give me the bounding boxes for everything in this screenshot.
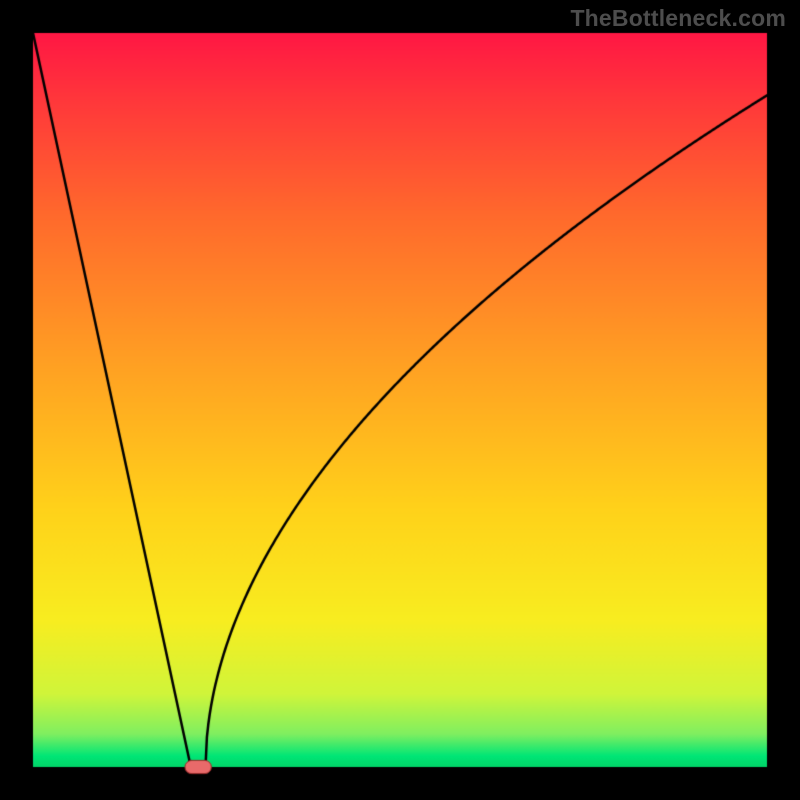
watermark-text: TheBottleneck.com bbox=[570, 5, 786, 32]
chart-container: TheBottleneck.com bbox=[0, 0, 800, 800]
bottleneck-chart-canvas bbox=[0, 0, 800, 800]
